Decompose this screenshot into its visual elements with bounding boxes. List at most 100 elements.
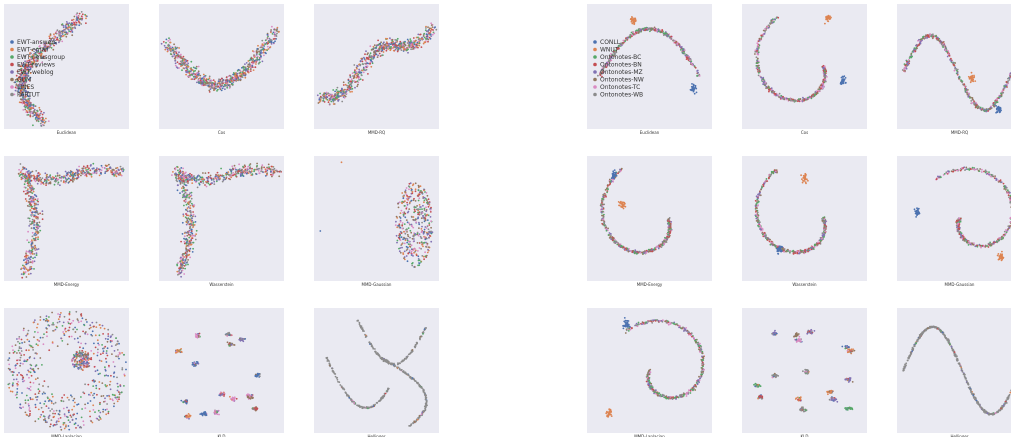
- data-point: [401, 224, 404, 227]
- data-point: [410, 223, 413, 226]
- data-point: [429, 30, 432, 32]
- data-point: [404, 205, 406, 207]
- data-point: [108, 163, 110, 166]
- data-point: [14, 89, 17, 92]
- data-point: [194, 73, 197, 75]
- data-point: [405, 193, 408, 196]
- data-point: [417, 264, 419, 267]
- data-point: [176, 46, 179, 49]
- data-point: [28, 404, 30, 407]
- data-point: [403, 258, 406, 261]
- data-point: [56, 345, 59, 347]
- data-point: [21, 93, 23, 96]
- data-point: [373, 50, 375, 53]
- data-point: [270, 39, 272, 41]
- data-point: [404, 232, 407, 235]
- data-point: [192, 247, 195, 250]
- data-point: [35, 364, 38, 367]
- data-point: [105, 361, 108, 363]
- data-point: [24, 360, 26, 362]
- data-point: [425, 191, 428, 194]
- data-point: [42, 121, 44, 123]
- data-point: [404, 191, 406, 193]
- data-point: [36, 232, 39, 235]
- data-point: [107, 169, 109, 172]
- data-point: [119, 173, 122, 176]
- data-point: [29, 115, 32, 117]
- data-point: [28, 340, 31, 343]
- data-point: [409, 229, 412, 232]
- data-point: [414, 247, 416, 250]
- data-point: [27, 415, 30, 418]
- data-point: [174, 62, 177, 65]
- scatter-panel: Wasserstein: [159, 156, 284, 287]
- data-point: [21, 392, 23, 394]
- data-point: [210, 86, 213, 89]
- data-point: [375, 46, 378, 49]
- data-point: [73, 413, 75, 416]
- data-point: [80, 320, 83, 323]
- data-point: [24, 399, 27, 402]
- data-point: [51, 393, 53, 395]
- data-point: [44, 400, 47, 403]
- data-point: [37, 116, 40, 118]
- data-point: [27, 107, 29, 110]
- data-point: [178, 171, 180, 174]
- data-point: [187, 259, 190, 261]
- data-point: [202, 180, 204, 183]
- data-point: [184, 172, 187, 174]
- data-point: [397, 206, 400, 209]
- data-point: [37, 172, 40, 174]
- data-point: [360, 71, 363, 74]
- data-point: [116, 398, 118, 400]
- data-point: [76, 173, 79, 176]
- data-point: [30, 107, 33, 109]
- data-point: [72, 319, 75, 322]
- data-point: [34, 378, 37, 381]
- data-point: [35, 252, 38, 255]
- data-point: [415, 221, 417, 224]
- data-point: [373, 54, 376, 57]
- data-point: [207, 171, 210, 174]
- data-point: [180, 399, 183, 402]
- data-point: [75, 357, 78, 360]
- data-point: [34, 256, 36, 259]
- data-point: [89, 169, 92, 172]
- data-point: [29, 223, 32, 226]
- data-point: [405, 207, 408, 210]
- data-point: [74, 24, 76, 26]
- data-point: [185, 73, 188, 76]
- data-point: [120, 391, 123, 394]
- data-point: [121, 169, 123, 172]
- data-point: [70, 416, 73, 418]
- data-point: [35, 119, 38, 122]
- data-point: [40, 125, 43, 127]
- data-point: [233, 164, 236, 167]
- data-point: [420, 261, 422, 263]
- data-point: [327, 101, 330, 104]
- data-point: [57, 318, 60, 321]
- data-point: [405, 219, 408, 222]
- data-point: [45, 117, 47, 120]
- data-point: [382, 46, 385, 49]
- data-point: [58, 34, 61, 37]
- data-point: [328, 99, 331, 102]
- data-point: [72, 174, 74, 177]
- data-point: [31, 218, 34, 221]
- data-point: [20, 350, 23, 352]
- data-point: [66, 178, 69, 181]
- data-point: [187, 413, 190, 415]
- data-point: [27, 184, 30, 187]
- data-point: [181, 265, 183, 268]
- data-point: [32, 349, 34, 351]
- data-point: [32, 257, 34, 259]
- data-point: [423, 228, 426, 231]
- data-point: [17, 79, 19, 81]
- data-point: [268, 167, 271, 170]
- data-point: [69, 179, 72, 182]
- data-point: [426, 194, 429, 197]
- data-point: [426, 242, 429, 245]
- data-point: [270, 173, 272, 176]
- data-point: [33, 177, 36, 180]
- data-point: [62, 29, 65, 32]
